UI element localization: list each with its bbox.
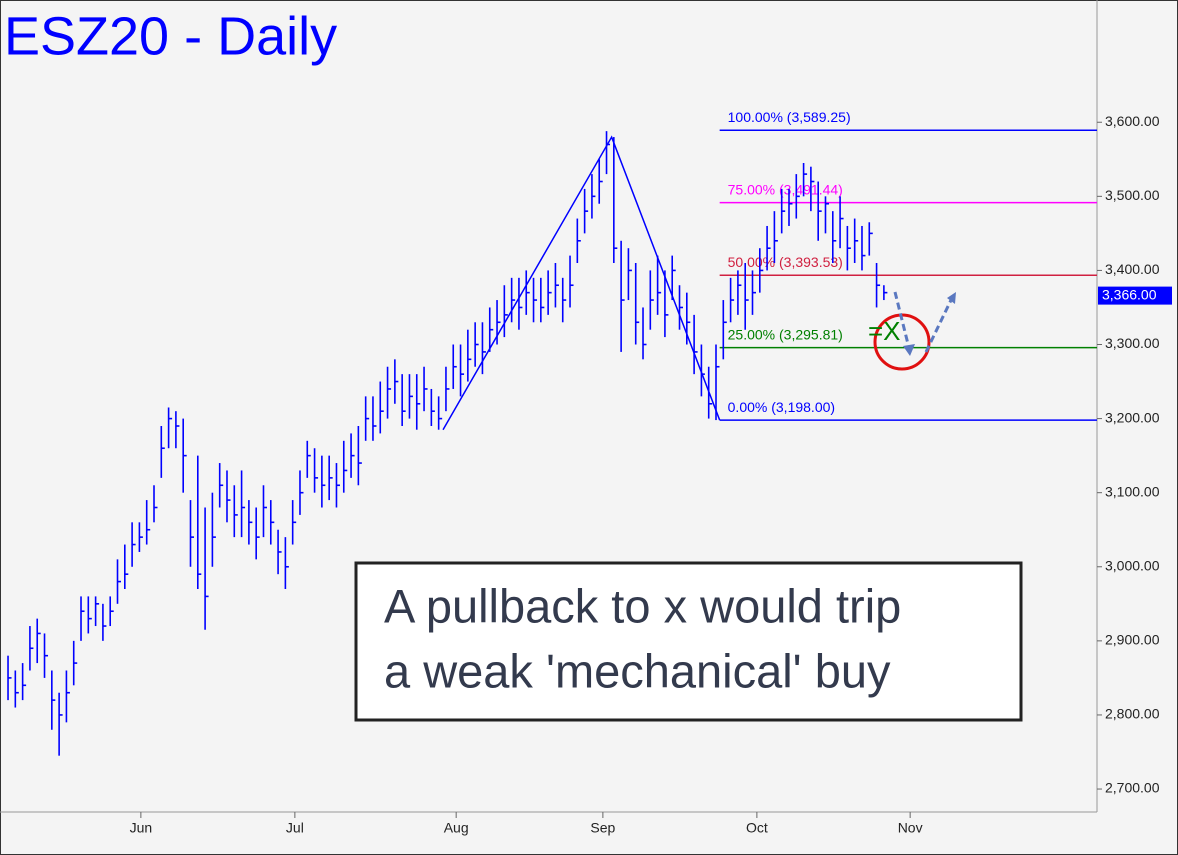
last-price-tag: [1098, 286, 1172, 305]
fib-label: 25.00% (3,295.81): [728, 326, 843, 342]
arrow-head: [903, 344, 915, 356]
y-tick-label: 3,300.00: [1105, 335, 1160, 351]
y-tick-label: 2,700.00: [1105, 780, 1160, 796]
y-tick-label: 3,200.00: [1105, 409, 1160, 425]
y-tick-label: 3,600.00: [1105, 113, 1160, 129]
y-tick-label: 3,000.00: [1105, 557, 1160, 573]
last-price-label: 3,366.00: [1102, 286, 1157, 302]
annotation-text: A pullback to x would trip: [384, 579, 901, 632]
x-tick-label: Nov: [898, 820, 923, 836]
y-tick-label: 3,400.00: [1105, 261, 1160, 277]
x-tick-label: Jul: [286, 820, 304, 836]
x-tick-label: Jun: [130, 820, 153, 836]
y-tick-label: 3,500.00: [1105, 187, 1160, 203]
fib-label: 75.00% (3,491.44): [728, 181, 843, 197]
fib-label: 100.00% (3,589.25): [728, 109, 851, 125]
projection-arrows: [893, 291, 954, 353]
y-tick-label: 2,800.00: [1105, 706, 1160, 722]
x-tick-label: Oct: [746, 820, 768, 836]
target-label: =X: [868, 316, 901, 346]
chart-title: ESZ20 - Daily: [4, 6, 337, 66]
fib-label: 0.00% (3,198.00): [728, 399, 835, 415]
fib-label: 50.00% (3,393.53): [728, 254, 843, 270]
annotation-box: [354, 561, 1023, 722]
x-tick-label: Sep: [590, 820, 615, 836]
y-tick-label: 2,900.00: [1105, 632, 1160, 648]
y-tick-label: 3,100.00: [1105, 483, 1160, 499]
arrow-up: [924, 297, 954, 353]
arrow-head: [947, 292, 956, 304]
annotation-text: a weak 'mechanical' buy: [384, 644, 891, 697]
pattern-line: [442, 135, 721, 431]
x-tick-label: Aug: [444, 820, 469, 836]
